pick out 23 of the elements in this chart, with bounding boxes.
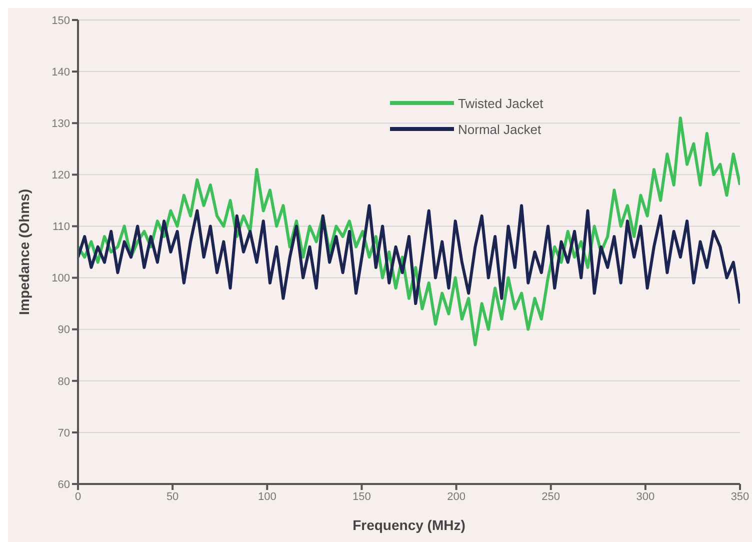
x-tick-label: 50 bbox=[166, 490, 179, 503]
y-tick-label: 80 bbox=[58, 376, 70, 388]
y-tick-label: 70 bbox=[58, 427, 70, 440]
x-tick-label: 100 bbox=[258, 490, 276, 503]
y-tick-label: 130 bbox=[52, 118, 70, 130]
x-tick-label: 350 bbox=[730, 490, 750, 503]
y-tick-label: 60 bbox=[58, 478, 70, 491]
y-tick-label: 100 bbox=[52, 272, 70, 285]
y-axis-title: Impedance (Ohms) bbox=[16, 188, 32, 316]
x-tick-label: 200 bbox=[447, 490, 466, 503]
y-tick-label: 90 bbox=[58, 324, 70, 336]
x-axis-title: Frequency (MHz) bbox=[352, 517, 466, 533]
line-series bbox=[78, 204, 740, 306]
y-tick-label: 120 bbox=[52, 170, 70, 182]
legend-label: Twisted Jacket bbox=[458, 96, 544, 110]
x-tick-label: 250 bbox=[542, 490, 560, 503]
x-tick-label: 300 bbox=[636, 490, 655, 503]
y-tick-label: 150 bbox=[52, 14, 70, 27]
y-tick-label: 140 bbox=[52, 66, 70, 78]
legend-label: Normal Jacket bbox=[458, 122, 542, 136]
x-tick-label: 0 bbox=[74, 490, 82, 503]
x-tick-label: 150 bbox=[352, 490, 371, 503]
y-tick-label: 110 bbox=[52, 221, 70, 234]
